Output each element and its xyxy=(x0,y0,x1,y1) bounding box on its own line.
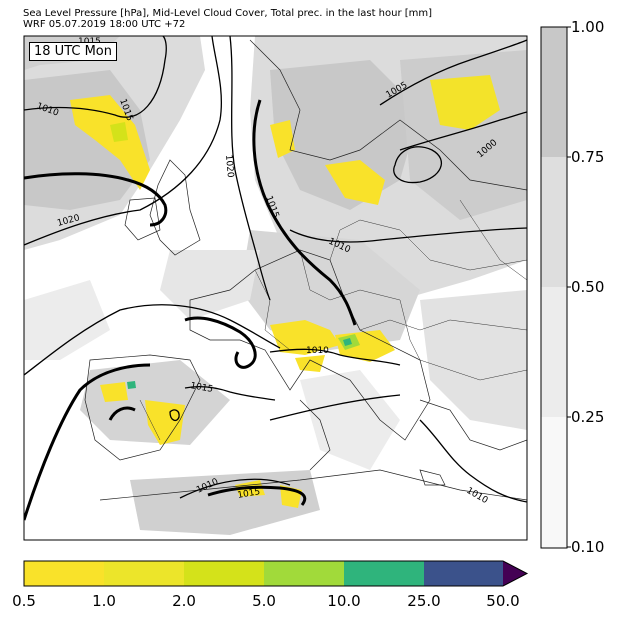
isobar-label: 1015 xyxy=(237,487,261,501)
forecast-time-badge: 18 UTC Mon xyxy=(29,42,117,61)
country-borders xyxy=(139,199,527,441)
precip-colorbar-segment xyxy=(104,561,184,586)
precip-tick-label: 0.5 xyxy=(12,592,36,610)
cloud-tick-label: 1.00 xyxy=(571,18,605,36)
precip-tick-label: 2.0 xyxy=(172,592,196,610)
cloud-colorbar-segment xyxy=(541,287,567,417)
cloud-tick-label: 0.10 xyxy=(571,538,605,556)
isobar-label: 1015 xyxy=(189,381,213,395)
cloud-colorbar-segment xyxy=(541,157,567,287)
precip-tick-label: 5.0 xyxy=(252,592,276,610)
precip-tick-label: 25.0 xyxy=(407,592,441,610)
precip-tick-label: 10.0 xyxy=(327,592,361,610)
precip-colorbar-segment xyxy=(264,561,344,586)
precip-colorbar-segment xyxy=(24,561,104,586)
cloud-tick-label: 0.25 xyxy=(571,408,605,426)
precip-tick-label: 1.0 xyxy=(92,592,116,610)
cloud-cover-colorbar xyxy=(540,26,571,549)
model-run-info: WRF 05.07.2019 18:00 UTC +72 xyxy=(23,19,186,30)
map-frame xyxy=(23,35,528,541)
cloud-tick-label: 0.50 xyxy=(571,278,605,296)
isobar-label: 1020 xyxy=(223,154,235,178)
precip-colorbar xyxy=(23,560,529,587)
precip-tick-label: 50.0 xyxy=(486,592,520,610)
precip-colorbar-segment xyxy=(344,561,424,586)
cloud-colorbar-segment xyxy=(541,27,567,157)
map-title: Sea Level Pressure [hPa], Mid-Level Clou… xyxy=(23,8,433,19)
precip-colorbar-segment xyxy=(184,561,264,586)
isobars-thick xyxy=(24,99,357,521)
cloud-colorbar-segment xyxy=(541,417,567,548)
isobars-thin xyxy=(24,36,527,503)
precip-colorbar-segment xyxy=(424,561,503,586)
heavy-precipitation-core xyxy=(110,122,360,389)
cloud-tick-label: 0.75 xyxy=(571,148,605,166)
isobar-label: 1010 xyxy=(306,346,329,356)
precip-colorbar-extend-arrow xyxy=(503,561,527,586)
precipitation-field xyxy=(70,75,500,508)
